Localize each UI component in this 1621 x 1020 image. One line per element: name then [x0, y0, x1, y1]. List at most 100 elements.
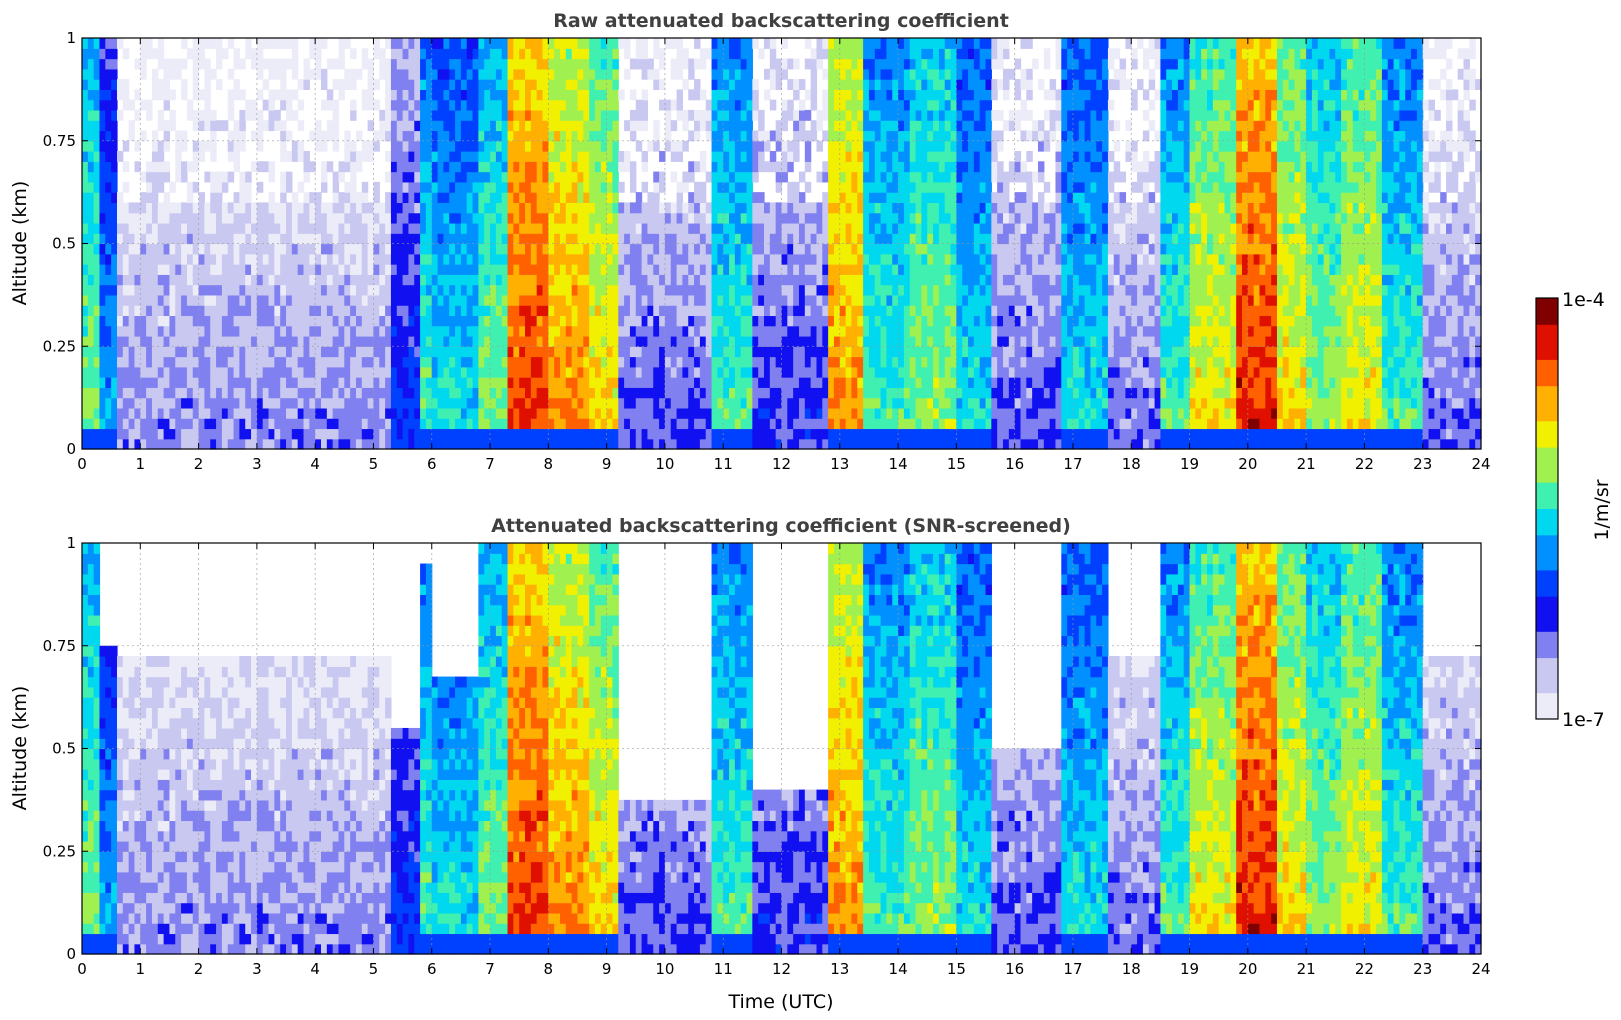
heatmap-cell — [134, 346, 140, 357]
heatmap-cell — [187, 110, 193, 121]
heatmap-cell — [443, 336, 449, 347]
heatmap-cell — [513, 89, 519, 100]
heatmap-cell — [490, 151, 496, 162]
heatmap-cell — [403, 89, 409, 100]
heatmap-cell — [607, 38, 613, 49]
heatmap-cell — [385, 120, 391, 131]
heatmap-cell — [403, 285, 409, 296]
heatmap-cell — [706, 305, 712, 316]
heatmap-cell — [566, 428, 572, 439]
heatmap-cell — [280, 408, 286, 419]
heatmap-cell — [105, 305, 111, 316]
heatmap-cell — [286, 418, 292, 429]
heatmap-cell — [228, 223, 234, 234]
heatmap-cell — [706, 172, 712, 183]
heatmap-cell — [473, 285, 479, 296]
heatmap-cell — [443, 223, 449, 234]
heatmap-cell — [298, 377, 304, 388]
heatmap-cell — [607, 274, 613, 285]
heatmap-cell — [350, 151, 356, 162]
heatmap-cell — [199, 398, 205, 409]
heatmap-cell — [455, 192, 461, 203]
heatmap-cell — [758, 223, 764, 234]
heatmap-cell — [572, 295, 578, 306]
heatmap-cell — [350, 408, 356, 419]
heatmap-cell — [420, 305, 426, 316]
panel-raw: Raw attenuated backscattering coefficien… — [9, 10, 1491, 473]
heatmap-cell — [234, 408, 240, 419]
heatmap-cell — [473, 418, 479, 429]
heatmap-cell — [216, 48, 222, 59]
heatmap-cell — [747, 38, 753, 49]
heatmap-cell — [193, 336, 199, 347]
heatmap-cell — [117, 346, 123, 357]
heatmap-cell — [362, 274, 368, 285]
heatmap-cell — [327, 367, 333, 378]
heatmap-cell — [636, 439, 642, 450]
heatmap-cell — [461, 398, 467, 409]
heatmap-cell — [461, 172, 467, 183]
heatmap-cell — [385, 367, 391, 378]
heatmap-cell — [356, 69, 362, 80]
heatmap-cell — [473, 233, 479, 244]
heatmap-cell — [624, 315, 630, 326]
heatmap-cell — [496, 418, 502, 429]
heatmap-cell — [263, 408, 269, 419]
heatmap-cell — [496, 233, 502, 244]
heatmap-cell — [706, 274, 712, 285]
heatmap-cell — [204, 254, 210, 265]
heatmap-cell — [572, 69, 578, 80]
heatmap-cell — [140, 326, 146, 337]
heatmap-cell — [478, 79, 484, 90]
heatmap-cell — [700, 346, 706, 357]
heatmap-cell — [752, 367, 758, 378]
heatmap-cell — [280, 233, 286, 244]
heatmap-cell — [665, 274, 671, 285]
heatmap-cell — [158, 305, 164, 316]
heatmap-cell — [304, 161, 310, 172]
heatmap-cell — [362, 89, 368, 100]
heatmap-cell — [158, 161, 164, 172]
heatmap-cell — [548, 110, 554, 121]
heatmap-cell — [531, 213, 537, 224]
heatmap-cell — [752, 38, 758, 49]
heatmap-cell — [105, 110, 111, 121]
heatmap-cell — [175, 398, 181, 409]
heatmap-cell — [257, 336, 263, 347]
heatmap-cell — [222, 326, 228, 337]
heatmap-cell — [612, 79, 618, 90]
heatmap-cell — [327, 398, 333, 409]
heatmap-cell — [548, 408, 554, 419]
heatmap-cell — [181, 398, 187, 409]
heatmap-cell — [548, 141, 554, 152]
heatmap-cell — [554, 439, 560, 450]
heatmap-cell — [642, 408, 648, 419]
heatmap-cell — [82, 398, 88, 409]
heatmap-cell — [187, 202, 193, 213]
heatmap-cell — [560, 182, 566, 193]
heatmap-cell — [356, 315, 362, 326]
heatmap-cell — [420, 408, 426, 419]
heatmap-cell — [228, 274, 234, 285]
heatmap-cell — [502, 202, 508, 213]
heatmap-cell — [105, 130, 111, 141]
heatmap-cell — [566, 79, 572, 90]
heatmap-cell — [438, 69, 444, 80]
heatmap-cell — [105, 428, 111, 439]
heatmap-cell — [274, 254, 280, 265]
heatmap-cell — [274, 89, 280, 100]
heatmap-cell — [292, 408, 298, 419]
heatmap-cell — [187, 264, 193, 275]
heatmap-cell — [210, 264, 216, 275]
heatmap-cell — [344, 326, 350, 337]
heatmap-cell — [577, 89, 583, 100]
heatmap-cell — [525, 89, 531, 100]
heatmap-cell — [373, 428, 379, 439]
heatmap-cell — [403, 69, 409, 80]
heatmap-cell — [496, 223, 502, 234]
heatmap-cell — [362, 326, 368, 337]
heatmap-cell — [298, 120, 304, 131]
heatmap-cell — [712, 130, 718, 141]
heatmap-cell — [513, 336, 519, 347]
heatmap-cell — [181, 346, 187, 357]
